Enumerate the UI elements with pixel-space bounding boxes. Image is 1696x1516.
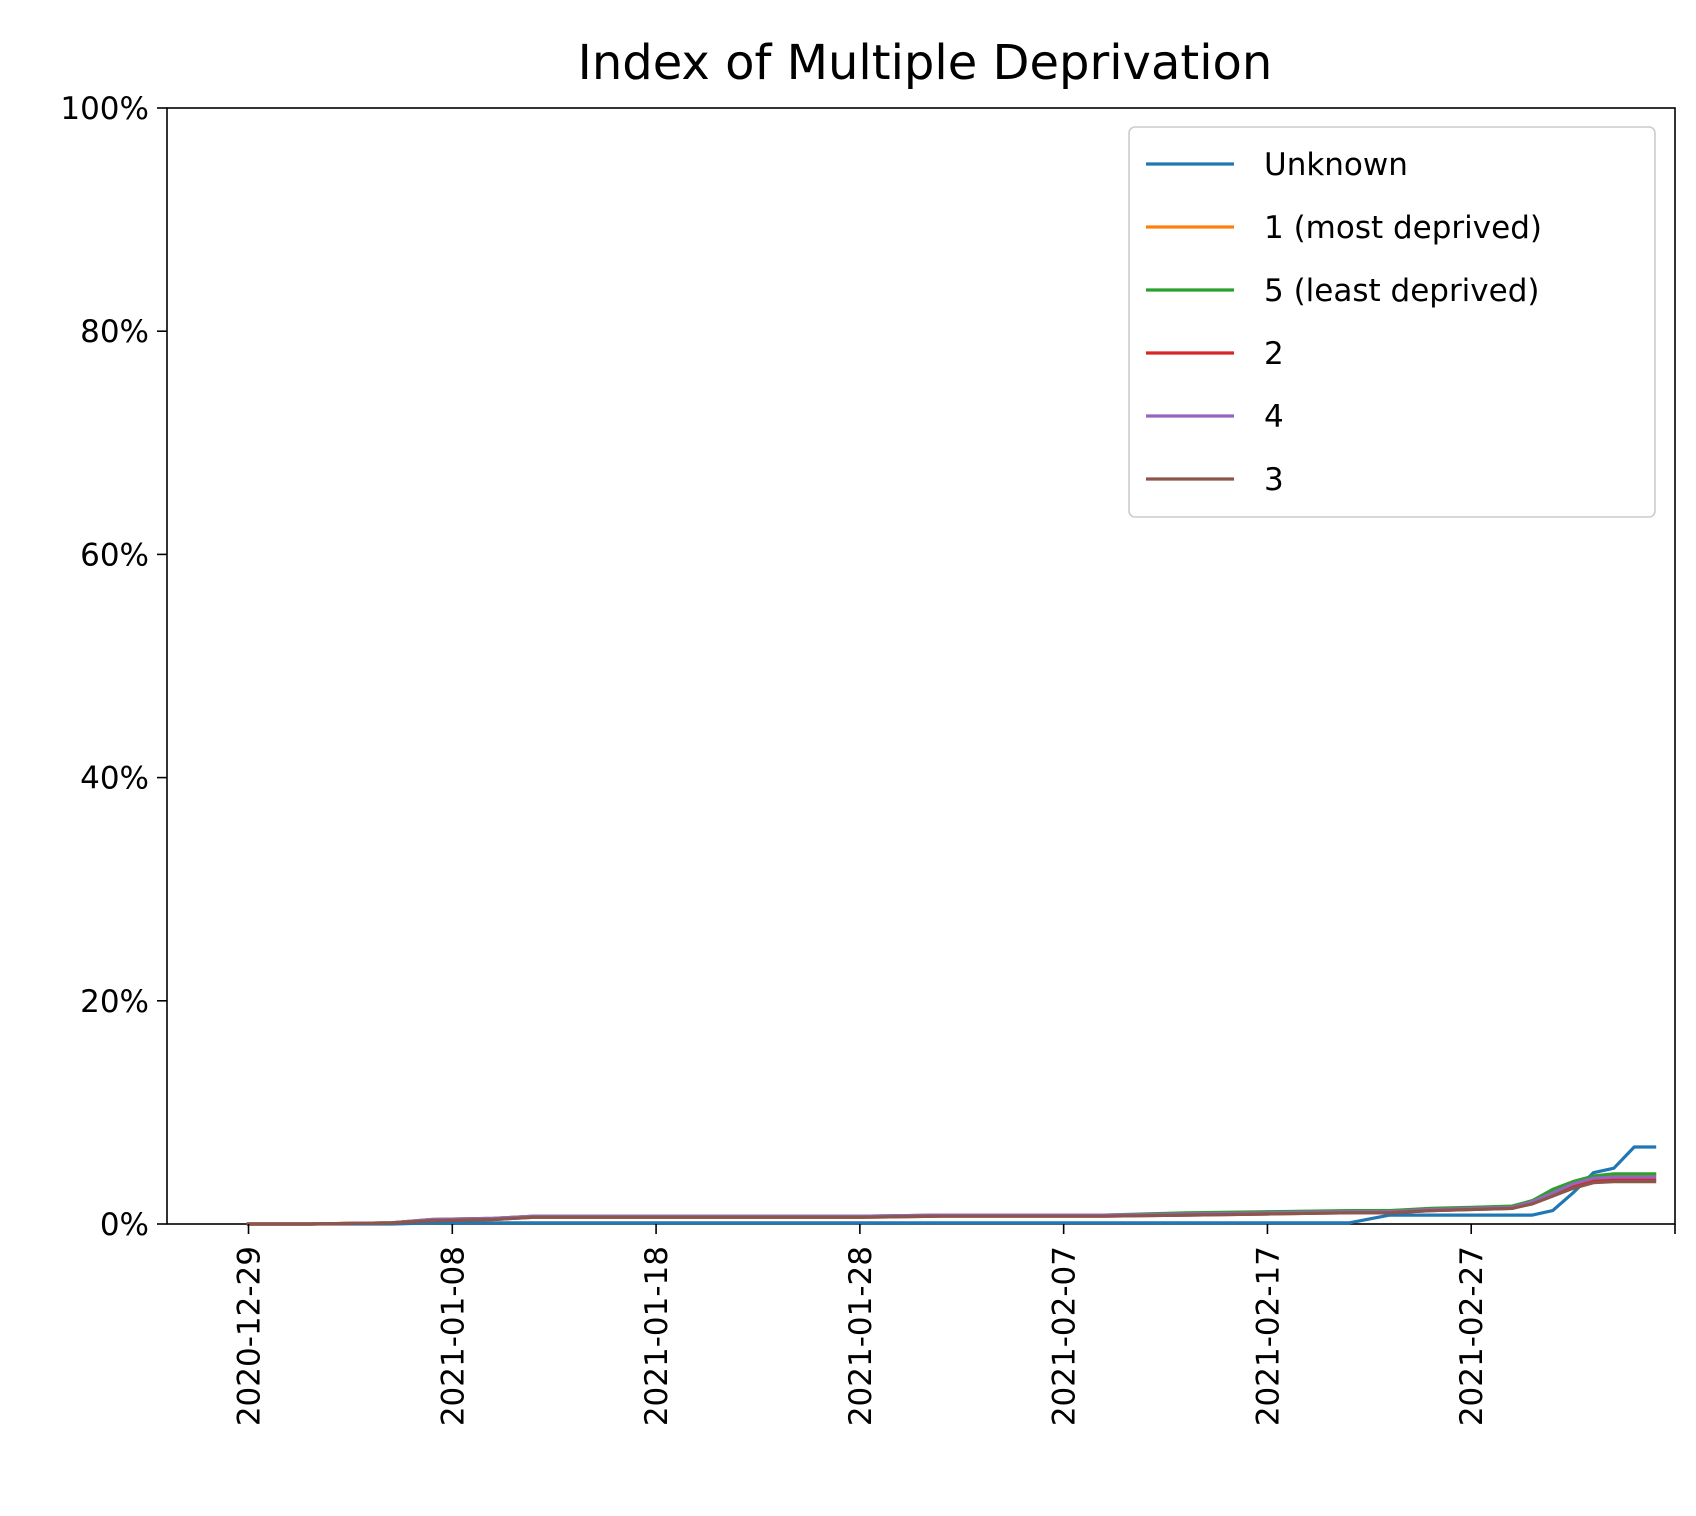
legend: Unknown 1 (most deprived) 5 (least deprive… [1128,126,1656,518]
x-tick-label: 2021-01-18 [639,1246,675,1426]
y-tick-label: 80% [80,314,149,350]
x-tick-label: 2020-12-29 [232,1246,268,1426]
legend-label: 2 [1264,336,1284,372]
chart-title: Index of Multiple Deprivation [578,35,1273,91]
legend-label: Unknown [1264,147,1408,183]
x-tick-label: 2021-01-08 [435,1246,471,1426]
y-tick-label: 100% [60,91,149,127]
plot-area [166,107,1676,1226]
series-lines [246,1145,1657,1226]
legend-label: 1 (most deprived) [1264,210,1542,246]
legend-label: 3 [1264,462,1284,498]
y-tick-label: 60% [80,537,149,573]
y-tick-label: 40% [80,761,149,797]
x-tick-label: 2021-01-28 [843,1246,879,1426]
x-axis: 2020-12-29 2021-01-08 2021-01-18 2021-01-28… [232,1224,1676,1426]
series-line [246,1145,1657,1226]
y-tick-label: 0% [100,1207,149,1243]
legend-label: 5 (least deprived) [1264,273,1540,309]
legend-label: 4 [1264,399,1284,435]
legend-box [1128,126,1656,518]
x-tick-label: 2021-02-07 [1047,1246,1083,1426]
y-axis: 0% 20% 40% 60% 80% 100% [60,91,167,1243]
y-tick-label: 20% [80,984,149,1020]
series-line [246,1179,1657,1226]
x-tick-label: 2021-02-27 [1454,1246,1490,1426]
x-tick-label: 2021-02-17 [1250,1246,1286,1426]
